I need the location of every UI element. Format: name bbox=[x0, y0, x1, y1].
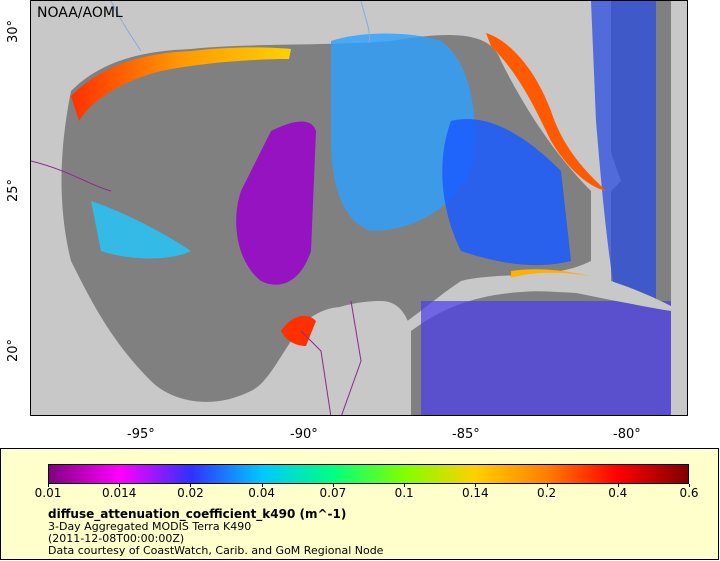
map-image bbox=[31, 1, 687, 415]
north-coast-high bbox=[71, 47, 291, 121]
colorbar bbox=[48, 464, 689, 484]
lon-tick-label: -80° bbox=[613, 427, 641, 442]
colorbar-tick-mark bbox=[689, 484, 690, 487]
lon-tick-label: -95° bbox=[127, 427, 155, 442]
legend-line2: (2011-12-08T00:00:00Z) bbox=[48, 532, 185, 545]
florida-coast-high bbox=[486, 33, 606, 191]
colorbar-tick-mark bbox=[119, 484, 121, 487]
map-credit: NOAA/AOML bbox=[37, 5, 123, 21]
low-k490-swath bbox=[236, 121, 316, 285]
legend-panel: diffuse_attenuation_coefficient_k490 (m^… bbox=[0, 448, 719, 560]
river-line bbox=[110, 1, 142, 52]
west-swath bbox=[91, 201, 191, 259]
mid-k490-swath bbox=[331, 33, 475, 231]
colorbar-tick-mark bbox=[261, 484, 263, 487]
colorbar-tick-label: 0.6 bbox=[679, 486, 699, 500]
colorbar-tick-label: 0.01 bbox=[34, 486, 62, 500]
colorbar-tick-mark bbox=[475, 484, 477, 487]
cuba-land bbox=[501, 272, 671, 311]
legend-line3: Data courtesy of CoastWatch, Carib. and … bbox=[48, 544, 384, 557]
colorbar-tick-mark bbox=[617, 484, 619, 487]
yucatan-land bbox=[281, 301, 411, 415]
caribbean-swath bbox=[421, 301, 671, 415]
lat-tick-label: 30° bbox=[6, 19, 22, 44]
border-line bbox=[31, 160, 112, 192]
colorbar-tick-mark bbox=[332, 484, 334, 487]
lon-tick-label: -90° bbox=[290, 427, 318, 442]
lon-tick-label: -85° bbox=[452, 427, 480, 442]
colorbar-tick-label: 0.014 bbox=[102, 486, 137, 500]
colorbar-tick-mark bbox=[546, 484, 548, 487]
atlantic-swath bbox=[591, 1, 656, 301]
campeche-high bbox=[281, 315, 316, 346]
colorbar-tick-label: 0.07 bbox=[319, 486, 347, 500]
colorbar-tick-mark bbox=[404, 484, 406, 487]
river-line bbox=[360, 1, 370, 44]
map-panel[interactable]: NOAA/AOML bbox=[30, 0, 688, 416]
colorbar-tick-label: 0.02 bbox=[177, 486, 204, 500]
blue-swath bbox=[442, 119, 571, 266]
colorbar-tick-label: 0.04 bbox=[248, 486, 276, 500]
lat-tick-label: 20° bbox=[6, 338, 22, 363]
colorbar-tick-label: 0.4 bbox=[608, 486, 628, 500]
lat-tick-label: 25° bbox=[6, 178, 22, 203]
legend-line1: 3-Day Aggregated MODIS Terra K490 bbox=[48, 520, 252, 533]
colorbar-tick-mark bbox=[48, 484, 49, 487]
colorbar-tick-label: 0.14 bbox=[461, 486, 489, 500]
colorbar-tick-label: 0.2 bbox=[537, 486, 557, 500]
legend-title: diffuse_attenuation_coefficient_k490 (m^… bbox=[48, 507, 347, 521]
border-line bbox=[341, 300, 362, 415]
border-line bbox=[300, 330, 332, 415]
east-land bbox=[671, 1, 687, 415]
colorbar-tick-label: 0.1 bbox=[394, 486, 414, 500]
florida-land bbox=[491, 1, 621, 191]
colorbar-tick-mark bbox=[190, 484, 192, 487]
